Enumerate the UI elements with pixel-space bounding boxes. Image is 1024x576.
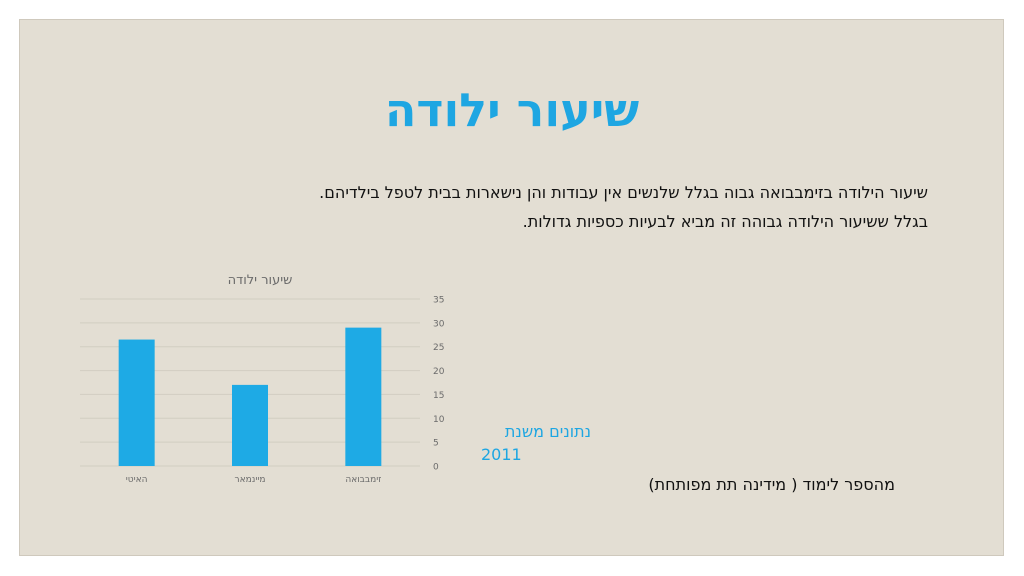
- footnote: מהספר לימוד ( מידינה תת מפותחת): [648, 475, 895, 494]
- y-tick-label: 5: [433, 439, 439, 449]
- birth-rate-chart: שיעור ילודה 0 5 10 15 20 25 30 35 האיטי מיינמאר ז…: [60, 262, 460, 492]
- y-tick-label: 10: [433, 415, 445, 425]
- y-tick-label: 20: [433, 367, 445, 377]
- chart-title: שיעור ילודה: [228, 273, 293, 288]
- y-tick-label: 0: [433, 463, 439, 473]
- chart-bars: [118, 327, 382, 466]
- x-tick-label: זימבבואה: [345, 475, 381, 485]
- source-year: 2011: [481, 445, 522, 464]
- bar-1: [232, 384, 268, 466]
- x-tick-label: האיטי: [126, 475, 148, 485]
- body-text: שיעור הילודה בזימבבואה גבוה בגלל שלנשים …: [228, 178, 928, 236]
- x-tick-label: מיינמאר: [235, 475, 266, 485]
- chart-x-axis: האיטי מיינמאר זימבבואה: [126, 475, 382, 485]
- body-paragraph-1: שיעור הילודה בזימבבואה גבוה בגלל שלנשים …: [319, 183, 928, 202]
- y-tick-label: 25: [433, 343, 444, 353]
- slide-title: שיעור ילודה: [384, 83, 640, 137]
- y-tick-label: 15: [433, 391, 444, 401]
- y-tick-label: 30: [433, 319, 445, 329]
- bar-2: [345, 327, 382, 466]
- source-label: נתונים משנת: [504, 422, 591, 441]
- bar-0: [118, 339, 155, 466]
- chart-svg: שיעור ילודה 0 5 10 15 20 25 30 35 האיטי מיינמאר ז…: [80, 273, 445, 485]
- y-tick-label: 35: [433, 296, 444, 306]
- body-paragraph-2: בגלל ששיעור הילודה גבוהה זה מביא לבעיות …: [522, 212, 928, 231]
- data-source-note: נתונים משנת 2011: [481, 420, 591, 466]
- chart-y-axis: 0 5 10 15 20 25 30 35: [433, 296, 445, 473]
